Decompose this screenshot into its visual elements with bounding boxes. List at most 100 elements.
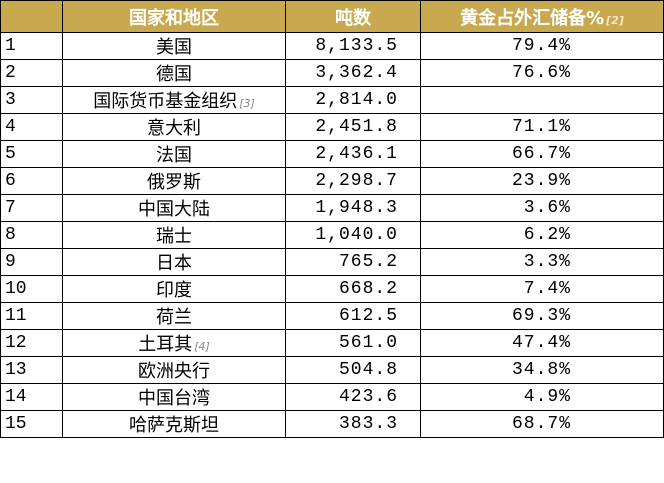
share-cell: 23.9%	[420, 167, 664, 195]
name-text: 意大利	[147, 118, 201, 139]
header-cell: 吨数	[285, 0, 421, 33]
name-text: 土耳其	[138, 334, 193, 355]
share-cell: 7.4%	[420, 275, 664, 303]
share-cell: 76.6%	[420, 59, 664, 87]
tons-cell: 423.6	[285, 383, 421, 411]
name-text: 中国大陆	[138, 199, 210, 220]
footnote-mark: [3]	[239, 97, 255, 110]
table-row: 9 日本 765.2 3.3%	[0, 248, 664, 276]
tons-cell: 2,436.1	[285, 140, 421, 168]
name-cell: 土耳其 [4]	[62, 329, 286, 357]
name-cell: 瑞士	[62, 221, 286, 249]
tons-cell: 2,814.0	[285, 86, 421, 114]
name-cell: 法国	[62, 140, 286, 168]
name-text: 俄罗斯	[147, 172, 201, 193]
header-text: 黄金占外汇储备%	[460, 7, 605, 29]
name-cell: 美国	[62, 32, 286, 60]
table-row: 1 美国 8,133.5 79.4%	[0, 32, 664, 60]
table-row: 15 哈萨克斯坦 383.3 68.7%	[0, 410, 664, 438]
name-cell: 欧洲央行	[62, 356, 286, 384]
tons-cell: 2,451.8	[285, 113, 421, 141]
rank-cell: 11	[0, 302, 63, 330]
table-row: 2 德国 3,362.4 76.6%	[0, 59, 664, 87]
rank-cell: 15	[0, 410, 63, 438]
rank-cell: 8	[0, 221, 63, 249]
footnote-mark: [2]	[606, 13, 624, 27]
name-cell: 中国台湾	[62, 383, 286, 411]
table-row: 12 土耳其 [4] 561.0 47.4%	[0, 329, 664, 357]
name-text: 德国	[156, 64, 192, 85]
name-cell: 荷兰	[62, 302, 286, 330]
table-row: 14 中国台湾 423.6 4.9%	[0, 383, 664, 411]
table-body: 1 美国 8,133.5 79.4% 2 德国 3,362.4 76.6% 3 国际货币基金组织[…	[0, 32, 664, 438]
name-text: 印度	[156, 280, 192, 301]
name-text: 美国	[156, 37, 192, 58]
name-text: 法国	[156, 145, 192, 166]
header-text: 国家和地区	[129, 7, 219, 29]
header-cell: 国家和地区	[62, 0, 286, 33]
tons-cell: 612.5	[285, 302, 421, 330]
share-cell: 3.3%	[420, 248, 664, 276]
name-text: 日本	[156, 253, 192, 274]
tons-cell: 3,362.4	[285, 59, 421, 87]
rank-cell: 4	[0, 113, 63, 141]
tons-cell: 668.2	[285, 275, 421, 303]
rank-cell: 6	[0, 167, 63, 195]
table-row: 7 中国大陆 1,948.3 3.6%	[0, 194, 664, 222]
tons-cell: 1,948.3	[285, 194, 421, 222]
tons-cell: 8,133.5	[285, 32, 421, 60]
tons-cell: 383.3	[285, 410, 421, 438]
share-cell: 71.1%	[420, 113, 664, 141]
share-cell: 3.6%	[420, 194, 664, 222]
table-row: 3 国际货币基金组织 [3] 2,814.0	[0, 86, 664, 114]
name-text: 荷兰	[156, 307, 192, 328]
tons-cell: 504.8	[285, 356, 421, 384]
rank-cell: 13	[0, 356, 63, 384]
table-row: 4 意大利 2,451.8 71.1%	[0, 113, 664, 141]
footnote-mark: [4]	[194, 340, 210, 353]
rank-cell: 14	[0, 383, 63, 411]
rank-cell: 2	[0, 59, 63, 87]
rank-cell: 3	[0, 86, 63, 114]
header-cell	[0, 0, 63, 33]
header-text: 吨数	[335, 7, 371, 29]
name-cell: 俄罗斯	[62, 167, 286, 195]
rank-cell: 10	[0, 275, 63, 303]
table-row: 5 法国 2,436.1 66.7%	[0, 140, 664, 168]
table-row: 11 荷兰 612.5 69.3%	[0, 302, 664, 330]
share-cell: 69.3%	[420, 302, 664, 330]
rank-cell: 12	[0, 329, 63, 357]
name-text: 国际货币基金组织	[93, 91, 238, 112]
name-cell: 国际货币基金组织 [3]	[62, 86, 286, 114]
name-cell: 中国大陆	[62, 194, 286, 222]
share-cell: 79.4%	[420, 32, 664, 60]
tons-cell: 765.2	[285, 248, 421, 276]
share-cell: 34.8%	[420, 356, 664, 384]
name-cell: 德国	[62, 59, 286, 87]
share-cell: 4.9%	[420, 383, 664, 411]
share-cell: 66.7%	[420, 140, 664, 168]
rank-cell: 1	[0, 32, 63, 60]
table-row: 8 瑞士 1,040.0 6.2%	[0, 221, 664, 249]
table-row: 10 印度 668.2 7.4%	[0, 275, 664, 303]
header-cell: 黄金占外汇储备% [2]	[420, 0, 664, 33]
share-cell: 68.7%	[420, 410, 664, 438]
name-cell: 意大利	[62, 113, 286, 141]
tons-cell: 1,040.0	[285, 221, 421, 249]
table-row: 6 俄罗斯 2,298.7 23.9%	[0, 167, 664, 195]
header-row: 国家和地区 吨数 黄金占外汇储备% [2]	[0, 0, 664, 33]
name-text: 瑞士	[156, 226, 192, 247]
tons-cell: 561.0	[285, 329, 421, 357]
name-cell: 印度	[62, 275, 286, 303]
rank-cell: 7	[0, 194, 63, 222]
name-text: 欧洲央行	[138, 361, 210, 382]
share-cell: 47.4%	[420, 329, 664, 357]
share-cell: 6.2%	[420, 221, 664, 249]
rank-cell: 5	[0, 140, 63, 168]
tons-cell: 2,298.7	[285, 167, 421, 195]
share-cell	[420, 86, 664, 114]
table-row: 13 欧洲央行 504.8 34.8%	[0, 356, 664, 384]
name-cell: 日本	[62, 248, 286, 276]
name-cell: 哈萨克斯坦	[62, 410, 286, 438]
